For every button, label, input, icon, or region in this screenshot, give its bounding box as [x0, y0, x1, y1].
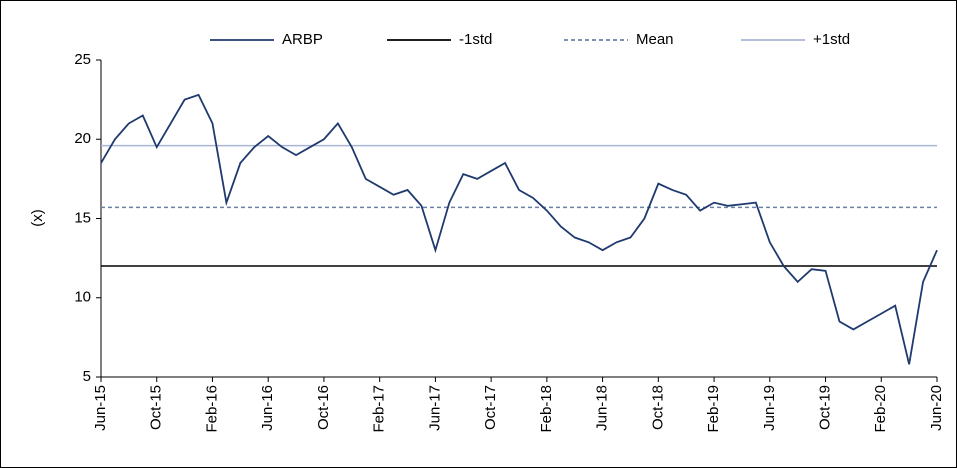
y-tick-label: 15: [74, 209, 91, 226]
x-tick-label: Feb-20: [872, 385, 889, 433]
x-tick-label: Feb-18: [538, 385, 555, 433]
x-tick-label: Jun-18: [594, 385, 611, 431]
y-axis-label: (x): [29, 209, 46, 227]
legend-label: -1std: [459, 31, 492, 48]
legend-label: +1std: [813, 31, 850, 48]
x-tick-label: Jun-16: [259, 385, 276, 431]
x-tick-label: Oct-15: [148, 385, 165, 430]
legend-label: Mean: [636, 31, 674, 48]
y-tick-label: 25: [74, 51, 91, 68]
x-tick-label: Feb-16: [203, 385, 220, 433]
x-tick-label: Oct-18: [649, 385, 666, 430]
x-tick-label: Oct-19: [817, 385, 834, 430]
x-tick-label: Feb-17: [371, 385, 388, 433]
line-series: [100, 93, 938, 365]
x-tick-label: Jun-19: [761, 385, 778, 431]
x-tick-label: Jun-15: [92, 385, 109, 431]
y-tick-label: 20: [74, 130, 91, 147]
x-tick-label: Oct-16: [315, 385, 332, 430]
x-tick-label: Feb-19: [705, 385, 722, 433]
x-tick-label: Jun-17: [426, 385, 443, 431]
legend-label: ARBP: [282, 31, 323, 48]
x-tick-label: Jun-20: [928, 385, 945, 431]
y-tick-label: 10: [74, 289, 91, 306]
y-tick-label: 5: [83, 368, 91, 385]
x-tick-label: Oct-17: [482, 385, 499, 430]
